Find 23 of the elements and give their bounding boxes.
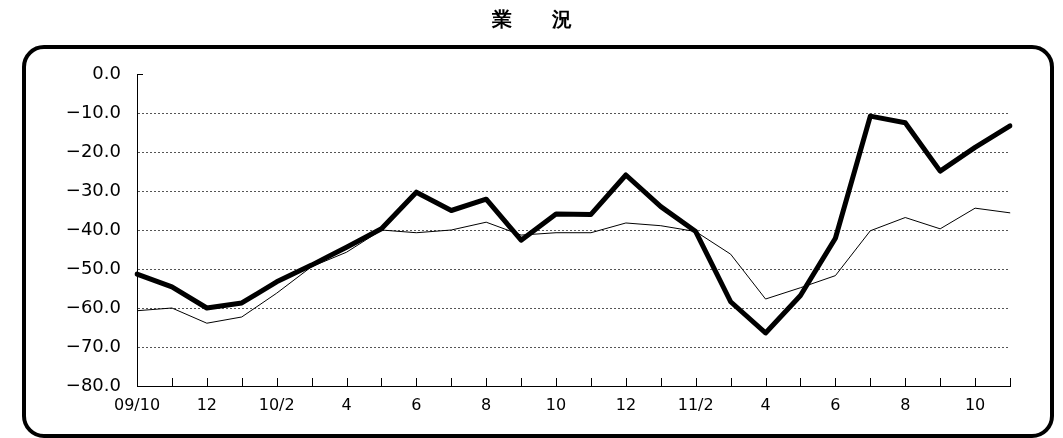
x-tick-label: 6 <box>411 394 422 414</box>
x-tick-label: 10 <box>545 394 567 414</box>
y-tick-label: −50.0 <box>65 256 121 278</box>
y-tick-label: −40.0 <box>65 217 121 239</box>
y-tick-label: −30.0 <box>65 178 121 200</box>
x-tick-label: 8 <box>900 394 911 414</box>
x-tick-label: 10 <box>964 394 986 414</box>
x-tick-label: 4 <box>341 394 352 414</box>
x-tick-label: 12 <box>196 394 218 414</box>
y-tick-label: −10.0 <box>65 100 121 122</box>
x-tick-label: 10/2 <box>258 394 295 414</box>
chart-title: 業 況 <box>490 6 573 33</box>
y-tick-label: −80.0 <box>65 373 121 395</box>
x-tick-label: 8 <box>481 394 492 414</box>
x-tick-label: 11/2 <box>677 394 714 414</box>
x-tick-label: 12 <box>615 394 637 414</box>
x-tick-label: 4 <box>760 394 771 414</box>
x-tick-label: 6 <box>830 394 841 414</box>
y-tick-label: −20.0 <box>65 139 121 161</box>
y-tick-label: −70.0 <box>65 334 121 356</box>
y-tick-label: −60.0 <box>65 295 121 317</box>
x-tick-label: 09/10 <box>113 394 161 414</box>
y-tick-label: 0.0 <box>92 61 121 83</box>
